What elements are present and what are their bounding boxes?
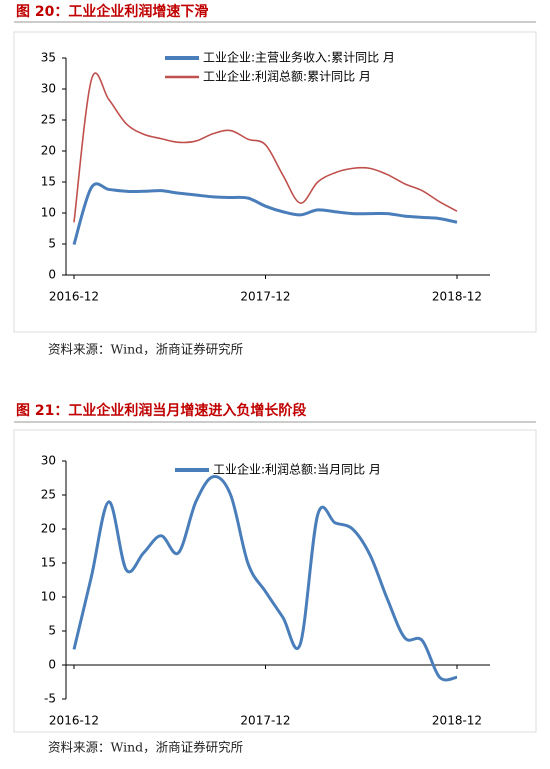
y-tick-label: 10 (41, 206, 56, 220)
y-tick-label: 10 (41, 590, 56, 604)
x-tick-label: 2017-12 (240, 714, 290, 728)
x-tick-label: 2017-12 (240, 290, 290, 304)
chart-frame (13, 31, 537, 333)
chart-title: 图 21：工业企业利润当月增速进入负增长阶段 (16, 402, 306, 419)
x-tick-label: 2016-12 (49, 714, 99, 728)
legend-label: 工业企业:利润总额:当月同比 月 (213, 462, 381, 477)
y-tick-label: 0 (48, 268, 56, 282)
y-tick-label: 30 (41, 82, 56, 96)
series-line (72, 182, 458, 246)
y-tick-label: 25 (41, 488, 56, 502)
legend-label: 工业企业:主营业务收入:累计同比 月 (203, 50, 395, 65)
source-note: 资料来源：Wind，浙商证券研究所 (48, 740, 243, 755)
y-tick-label: 25 (41, 113, 56, 127)
y-tick-label: 5 (48, 624, 56, 638)
y-tick-label: 15 (41, 175, 56, 189)
x-tick-label: 2018-12 (432, 290, 482, 304)
legend-label: 工业企业:利润总额:累计同比 月 (203, 69, 371, 84)
y-tick-label: 0 (48, 658, 56, 672)
x-tick-label: 2018-12 (432, 714, 482, 728)
y-tick-label: 20 (41, 522, 56, 536)
source-note: 资料来源：Wind，浙商证券研究所 (48, 342, 243, 357)
series-line (72, 475, 458, 682)
y-tick-label: 5 (48, 237, 56, 251)
y-tick-label: 35 (41, 51, 56, 65)
series-line (73, 72, 458, 223)
x-tick-label: 2016-12 (49, 290, 99, 304)
y-tick-label: 15 (41, 556, 56, 570)
chart-title: 图 20：工业企业利润增速下滑 (16, 3, 208, 20)
chart-frame (13, 429, 537, 733)
y-tick-label: -5 (44, 692, 56, 706)
y-tick-label: 20 (41, 144, 56, 158)
y-tick-label: 30 (41, 454, 56, 468)
